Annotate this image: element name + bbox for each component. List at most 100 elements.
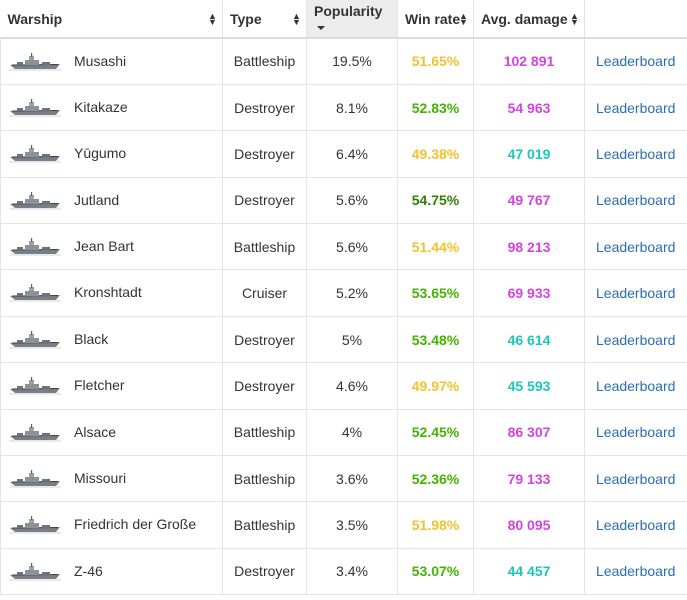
table-row: Yūgumo Destroyer 6.4% 49.38% 47 019 Lead… <box>0 130 687 178</box>
destroyer-icon <box>9 191 61 210</box>
warship-cell: Alsace <box>0 409 223 457</box>
popularity-cell: 19.5% <box>306 38 398 85</box>
battleship-icon <box>9 53 61 71</box>
warship-name: Alsace <box>74 423 117 440</box>
warship-cell: Black <box>0 316 223 364</box>
table-row: Z-46 Destroyer 3.4% 53.07% 44 457 Leader… <box>0 548 687 596</box>
warship-name: Kitakaze <box>74 98 128 115</box>
table-row: Missouri Battleship 3.6% 52.36% 79 133 L… <box>0 455 687 503</box>
warship-name: Z-46 <box>74 562 103 579</box>
avg-damage-cell: 47 019 <box>473 130 585 178</box>
popularity-cell: 5.6% <box>306 177 398 225</box>
popularity-cell: 4% <box>306 409 398 457</box>
destroyer-icon <box>9 377 61 395</box>
table-header-row: Warship ▲ ▼ Type ▲ ▼ Popularity Win rate ▲… <box>0 0 687 39</box>
popularity-cell: 3.6% <box>306 455 398 503</box>
battleship-icon <box>9 423 61 442</box>
warship-name: Jutland <box>74 191 120 208</box>
warship-name: Missouri <box>74 470 127 487</box>
table-row: Jean Bart Battleship 5.6% 51.44% 98 213 … <box>0 223 687 271</box>
avg-damage-cell: 86 307 <box>473 409 585 457</box>
warship-name: Kronshtadt <box>74 284 142 301</box>
leaderboard-link[interactable]: Leaderboard <box>596 563 676 580</box>
leaderboard-link[interactable]: Leaderboard <box>596 424 676 441</box>
type-cell: Battleship <box>222 501 307 549</box>
type-cell: Battleship <box>222 223 307 271</box>
leaderboard-link[interactable]: Leaderboard <box>596 331 676 348</box>
sort-icon: ▲ ▼ <box>570 11 579 27</box>
header-avg-damage-label: Avg. damage <box>481 10 568 27</box>
warship-cell: Fletcher <box>0 362 223 410</box>
win-rate-cell: 51.65% <box>397 38 474 85</box>
table-row: Friedrich der Große Battleship 3.5% 51.9… <box>0 501 687 549</box>
popularity-cell: 5.6% <box>306 223 398 271</box>
type-cell: Cruiser <box>222 269 307 317</box>
type-cell: Destroyer <box>222 548 307 596</box>
popularity-cell: 5.2% <box>306 269 398 317</box>
type-cell: Battleship <box>222 409 307 457</box>
sort-icon: ▲ ▼ <box>292 11 301 27</box>
battleship-icon <box>9 470 61 488</box>
warship-cell: Kronshtadt <box>0 269 223 317</box>
win-rate-cell: 52.45% <box>397 409 474 457</box>
popularity-cell: 5% <box>306 316 398 364</box>
win-rate-cell: 49.97% <box>397 362 474 410</box>
avg-damage-cell: 49 767 <box>473 177 585 225</box>
popularity-cell: 6.4% <box>306 130 398 178</box>
popularity-cell: 3.4% <box>306 548 398 596</box>
header-warship-label: Warship <box>7 10 63 27</box>
win-rate-cell: 51.44% <box>397 223 474 271</box>
popularity-cell: 8.1% <box>306 84 398 132</box>
win-rate-cell: 54.75% <box>397 177 474 225</box>
leaderboard-link[interactable]: Leaderboard <box>596 470 676 487</box>
leaderboard-link[interactable]: Leaderboard <box>596 517 676 534</box>
destroyer-icon <box>9 562 61 581</box>
warship-cell: Kitakaze <box>0 84 223 132</box>
type-cell: Destroyer <box>222 130 307 178</box>
type-cell: Destroyer <box>222 84 307 132</box>
warship-name: Fletcher <box>74 377 125 394</box>
avg-damage-cell: 45 593 <box>473 362 585 410</box>
avg-damage-cell: 80 095 <box>473 501 585 549</box>
warship-name: Friedrich der Große <box>74 516 197 533</box>
warship-cell: Jutland <box>0 177 223 225</box>
header-win-rate[interactable]: Win rate ▲ ▼ <box>397 0 474 39</box>
header-avg-damage[interactable]: Avg. damage ▲ ▼ <box>473 0 585 39</box>
win-rate-cell: 53.65% <box>397 269 474 317</box>
type-cell: Destroyer <box>222 362 307 410</box>
leaderboard-link[interactable]: Leaderboard <box>596 377 676 394</box>
leaderboard-link[interactable]: Leaderboard <box>596 238 676 255</box>
table-row: Musashi Battleship 19.5% 51.65% 102 891 … <box>0 38 687 85</box>
header-win-rate-label: Win rate <box>405 10 461 27</box>
sort-desc-caret-icon <box>317 25 325 30</box>
cruiser-icon <box>9 284 61 302</box>
popularity-cell: 3.5% <box>306 501 398 549</box>
warship-name: Jean Bart <box>74 238 134 255</box>
header-popularity-label: Popularity <box>314 2 383 19</box>
avg-damage-cell: 54 963 <box>473 84 585 132</box>
warship-cell: Missouri <box>0 455 223 503</box>
warship-cell: Z-46 <box>0 548 223 596</box>
popularity-cell: 4.6% <box>306 362 398 410</box>
type-cell: Destroyer <box>222 177 307 225</box>
sort-icon: ▲ ▼ <box>459 11 468 27</box>
warship-cell: Friedrich der Große <box>0 501 223 549</box>
table-row: Alsace Battleship 4% 52.45% 86 307 Leade… <box>0 409 687 457</box>
destroyer-icon <box>9 98 61 117</box>
header-type[interactable]: Type ▲ ▼ <box>222 0 307 39</box>
table-row: Black Destroyer 5% 53.48% 46 614 Leaderb… <box>0 316 687 364</box>
warship-cell: Musashi <box>0 38 223 85</box>
leaderboard-link[interactable]: Leaderboard <box>596 192 676 209</box>
leaderboard-link[interactable]: Leaderboard <box>596 99 676 116</box>
win-rate-cell: 53.48% <box>397 316 474 364</box>
header-warship[interactable]: Warship ▲ ▼ <box>0 0 223 39</box>
header-popularity[interactable]: Popularity <box>306 0 398 39</box>
avg-damage-cell: 44 457 <box>473 548 585 596</box>
table-row: Kronshtadt Cruiser 5.2% 53.65% 69 933 Le… <box>0 269 687 317</box>
type-cell: Battleship <box>222 455 307 503</box>
leaderboard-link[interactable]: Leaderboard <box>596 53 676 70</box>
leaderboard-link[interactable]: Leaderboard <box>596 285 676 302</box>
leaderboard-link[interactable]: Leaderboard <box>596 145 676 162</box>
win-rate-cell: 49.38% <box>397 130 474 178</box>
